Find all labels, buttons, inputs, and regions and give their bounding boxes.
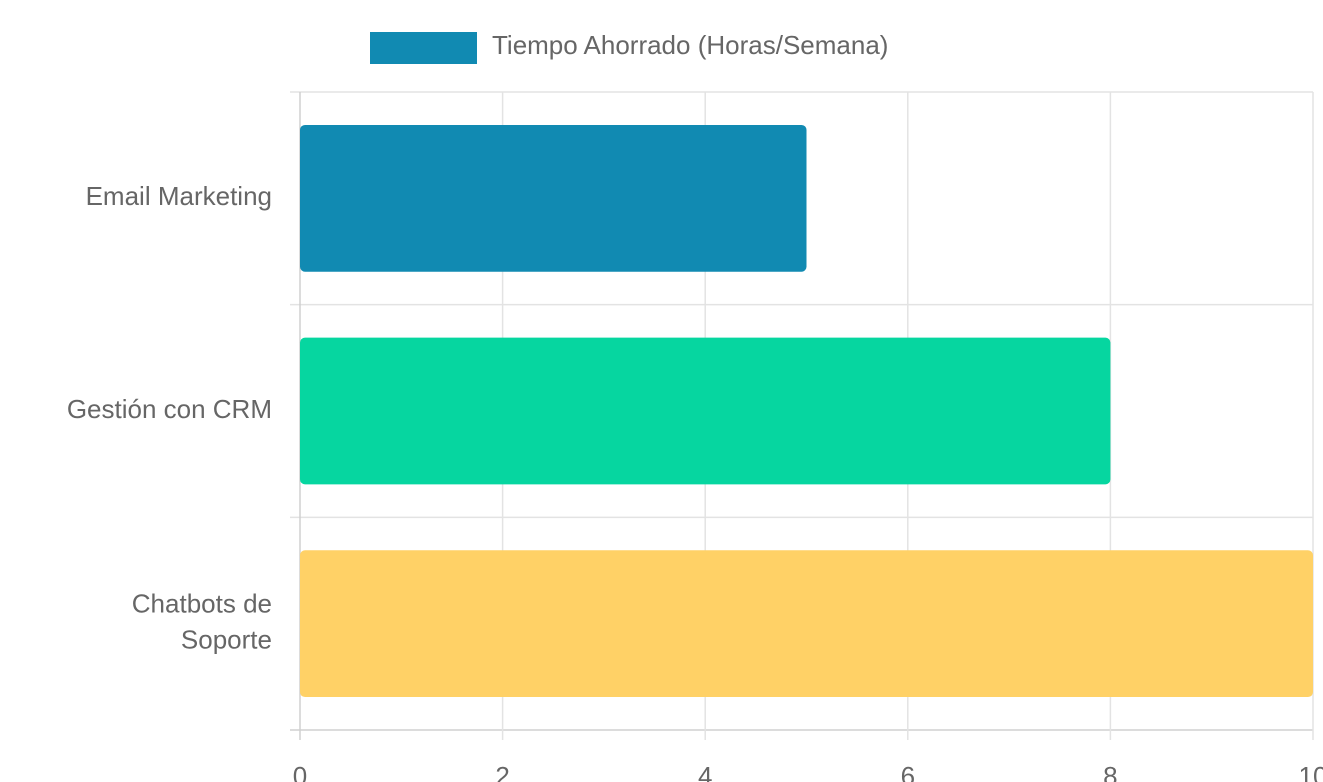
x-tick-label: 8 (1103, 761, 1117, 782)
x-tick-label: 4 (698, 761, 712, 782)
y-tick-label: Email Marketing (86, 181, 272, 211)
y-tick-label: Gestión con CRM (67, 394, 272, 424)
y-tick-label: Chatbots de (132, 589, 272, 619)
x-tick-label: 6 (901, 761, 915, 782)
bar (300, 337, 1111, 485)
legend-label: Tiempo Ahorrado (Horas/Semana) (492, 30, 888, 60)
legend-swatch (370, 32, 477, 64)
bar (300, 550, 1313, 698)
x-tick-label: 2 (495, 761, 509, 782)
y-tick-label: Soporte (181, 625, 272, 655)
bar (300, 124, 807, 272)
x-tick-label: 10 (1299, 761, 1323, 782)
x-tick-label: 0 (293, 761, 307, 782)
